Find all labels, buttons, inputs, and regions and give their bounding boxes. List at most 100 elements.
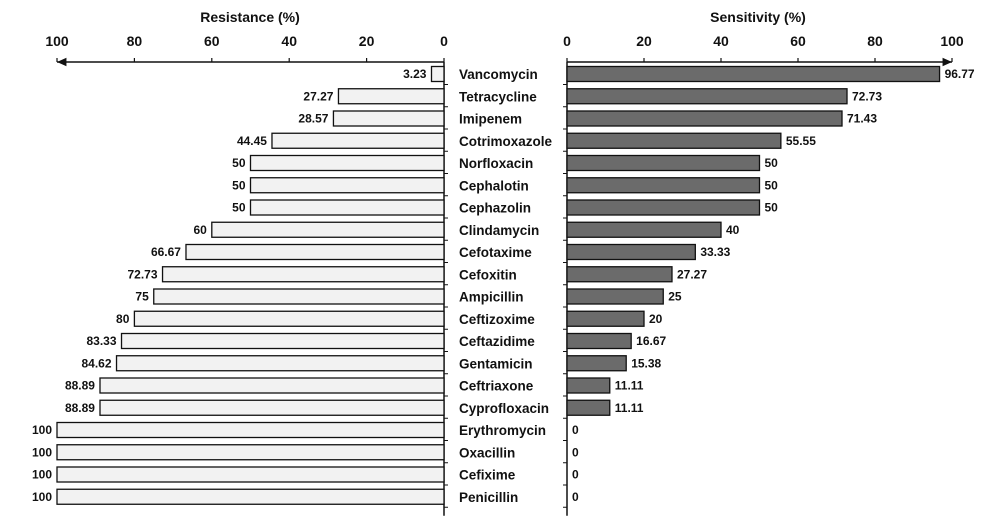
resistance-value-label: 50 [232,178,246,192]
resistance-bar [161,266,445,283]
resistance-value-label: 84.62 [81,356,111,370]
sensitivity-bar [566,65,941,83]
resistance-bar [56,466,445,483]
sensitivity-bar [566,288,664,305]
resistance-value-label: 83.33 [86,334,116,348]
resistance-bar [249,199,445,216]
resistance-bar [185,243,445,261]
resistance-tick-label: 100 [45,33,69,49]
sensitivity-tick-label: 60 [790,33,806,49]
resistance-value-label: 88.89 [65,379,95,393]
category-label: Ceftriaxone [459,379,534,394]
sensitivity-tick-label: 80 [867,33,883,49]
sensitivity-bar [566,199,761,216]
resistance-title: Resistance (%) [200,9,300,25]
sensitivity-bar [566,88,848,105]
sensitivity-value-label: 0 [572,490,579,504]
sensitivity-value-label: 50 [765,178,779,192]
category-label: Cefoxitin [459,267,517,282]
category-label: Ceftazidime [459,334,535,349]
resistance-value-label: 50 [232,156,246,170]
sensitivity-title: Sensitivity (%) [710,9,806,25]
sensitivity-tick-label: 100 [940,33,964,49]
sensitivity-bar [566,310,645,327]
sensitivity-bar [566,332,632,350]
resistance-bar [99,399,445,416]
sensitivity-value-label: 96.77 [945,67,975,81]
resistance-tick-label: 60 [204,33,220,49]
sensitivity-tick-label: 40 [713,33,729,49]
resistance-value-label: 27.27 [303,89,333,103]
resistance-value-label: 80 [116,312,130,326]
resistance-panel: Resistance (%) 100 80 60 40 20 0 3.23 27.27 28.… [32,9,448,516]
sensitivity-bar [566,243,696,261]
sensitivity-bar [566,266,673,283]
category-label: Cefotaxime [459,245,532,260]
resistance-tick-label: 0 [440,33,448,49]
sensitivity-value-label: 15.38 [631,356,661,370]
sensitivity-bar [566,399,611,416]
resistance-bar [99,377,445,394]
sensitivity-value-label: 72.73 [852,89,882,103]
category-label: Cotrimoxazole [459,134,553,149]
category-labels: Vancomycin Tetracycline Imipenem Cotrimoxaz… [459,67,553,505]
category-label: Cefixime [459,468,516,483]
category-label: Vancomycin [459,67,538,82]
sensitivity-bar [566,377,611,394]
sensitivity-panel: Sensitivity (%) 0 20 40 60 80 100 96.77 72.73 7… [563,9,975,516]
resistance-value-label: 50 [232,201,246,215]
category-label: Penicillin [459,490,518,505]
sensitivity-value-label: 33.33 [700,245,730,259]
resistance-value-label: 100 [32,445,52,459]
sensitivity-value-label: 25 [668,290,682,304]
sensitivity-value-label: 16.67 [636,334,666,348]
resistance-value-label: 44.45 [237,134,267,148]
sensitivity-value-label: 27.27 [677,267,707,281]
resistance-bar [120,332,445,350]
resistance-value-label: 100 [32,468,52,482]
resistance-value-label: 28.57 [298,112,328,126]
sensitivity-value-label: 20 [649,312,663,326]
resistance-bar [56,421,445,439]
category-label: Clindamycin [459,223,539,238]
resistance-bar [430,65,445,83]
resistance-tick-label: 20 [359,33,375,49]
resistance-value-label: 100 [32,490,52,504]
resistance-bar [337,88,445,105]
resistance-value-label: 3.23 [403,67,427,81]
sensitivity-bar [566,110,843,127]
category-label: Imipenem [459,112,522,127]
sensitivity-bar [566,355,627,372]
resistance-tick-label: 40 [281,33,297,49]
sensitivity-value-label: 11.11 [615,401,644,415]
category-label: Gentamicin [459,356,533,371]
category-label: Erythromycin [459,423,546,438]
resistance-bar [133,310,445,327]
resistance-tick-label: 80 [127,33,143,49]
sensitivity-tick-label: 0 [563,33,571,49]
category-label: Cyprofloxacin [459,401,549,416]
category-label: Tetracycline [459,89,537,104]
resistance-bar [56,488,445,505]
category-label: Norfloxacin [459,156,533,171]
category-label: Ampicillin [459,290,524,305]
resistance-value-label: 75 [135,290,149,304]
sensitivity-value-label: 71.43 [847,112,877,126]
resistance-bar [115,355,445,372]
sensitivity-bar [566,177,761,194]
category-label: Cephazolin [459,201,531,216]
resistance-bar [271,132,445,149]
category-label: Oxacillin [459,445,515,460]
category-label: Cephalotin [459,178,529,193]
sensitivity-value-label: 0 [572,423,579,437]
resistance-bar [56,444,445,461]
resistance-bar [249,177,445,194]
resistance-value-label: 88.89 [65,401,95,415]
resistance-bar [332,110,445,127]
category-label: Ceftizoxime [459,312,535,327]
sensitivity-tick-label: 20 [636,33,652,49]
resistance-value-label: 72.73 [128,267,158,281]
resistance-bar [211,221,445,238]
sensitivity-value-label: 40 [726,223,740,237]
sensitivity-value-label: 55.55 [786,134,816,148]
